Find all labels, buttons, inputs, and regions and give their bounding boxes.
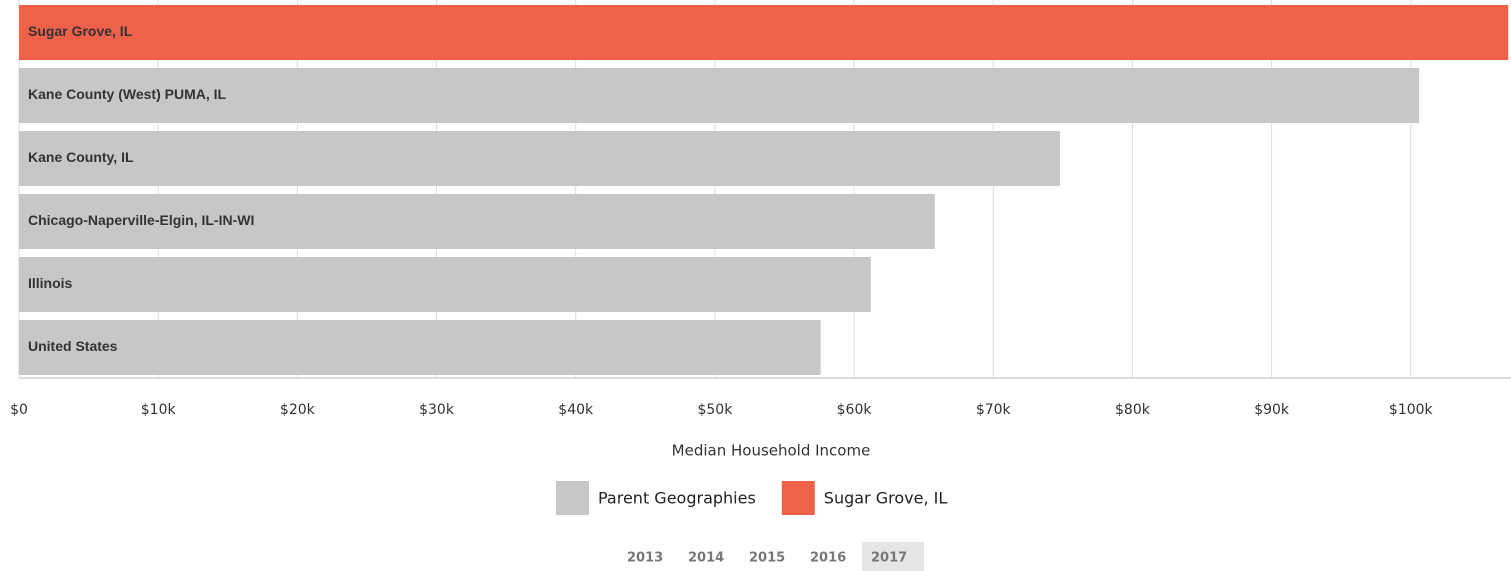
x-axis-title: Median Household Income bbox=[672, 442, 871, 460]
legend-swatch bbox=[781, 481, 815, 515]
year-button[interactable]: 2013 bbox=[627, 551, 663, 566]
year-button[interactable]: 2016 bbox=[810, 551, 846, 566]
bar bbox=[19, 131, 1061, 186]
x-tick-label: $0 bbox=[10, 402, 28, 418]
legend-label: Parent Geographies bbox=[598, 489, 756, 508]
x-tick-label: $100k bbox=[1389, 402, 1434, 418]
legend-swatch bbox=[556, 481, 589, 515]
legend-label: Sugar Grove, IL bbox=[824, 489, 948, 508]
bar-label: Kane County, IL bbox=[28, 149, 134, 165]
bar bbox=[19, 194, 935, 249]
bar-label: Kane County (West) PUMA, IL bbox=[28, 86, 227, 102]
bar-label: Chicago-Naperville-Elgin, IL-IN-WI bbox=[28, 212, 254, 228]
x-tick-label: $70k bbox=[976, 402, 1012, 418]
x-tick-label: $40k bbox=[558, 402, 594, 418]
bar-label: United States bbox=[28, 338, 118, 354]
bar bbox=[19, 257, 871, 312]
bar-label: Illinois bbox=[28, 275, 73, 291]
year-button[interactable]: 2014 bbox=[688, 551, 724, 566]
year-button[interactable]: 2017 bbox=[871, 551, 907, 566]
bar bbox=[19, 68, 1420, 123]
year-selected-bg bbox=[862, 542, 924, 571]
year-button[interactable]: 2015 bbox=[749, 551, 785, 566]
x-tick-label: $90k bbox=[1254, 402, 1290, 418]
x-tick-label: $10k bbox=[141, 402, 177, 418]
x-tick-label: $80k bbox=[1115, 402, 1151, 418]
bar bbox=[19, 320, 821, 375]
bar bbox=[19, 5, 1509, 60]
x-tick-label: $20k bbox=[280, 402, 316, 418]
bar-label: Sugar Grove, IL bbox=[28, 23, 133, 39]
x-tick-label: $60k bbox=[837, 402, 873, 418]
x-tick-label: $30k bbox=[419, 402, 455, 418]
x-tick-label: $50k bbox=[697, 402, 733, 418]
